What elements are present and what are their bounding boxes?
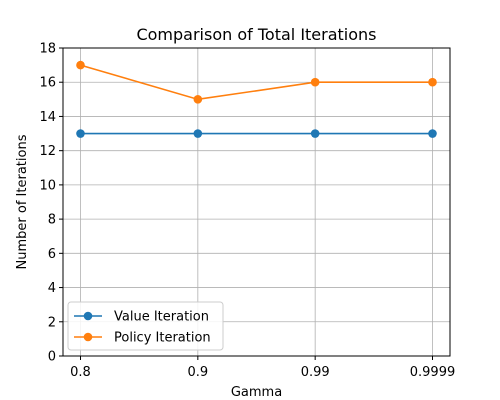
value-iteration-point — [76, 129, 85, 138]
x-axis-ticks: 0.8 0.9 0.99 0.9999 — [70, 356, 455, 380]
y-tick-label: 2 — [48, 315, 56, 330]
plot-frame — [62, 47, 451, 357]
value-iteration-point — [193, 129, 203, 138]
policy-iteration-point — [310, 77, 320, 87]
y-axis-label: Number of Iterations — [15, 134, 30, 269]
x-tick-label: 0.99 — [301, 365, 330, 380]
x-tick-label: 0.9999 — [410, 365, 456, 380]
y-tick-label: 6 — [48, 247, 56, 262]
series-group — [76, 60, 437, 138]
y-tick-label: 12 — [39, 144, 56, 159]
legend: Value Iteration Policy Iteration — [67, 301, 224, 351]
legend-box — [67, 301, 224, 351]
legend-value-iteration-marker — [83, 311, 93, 321]
y-tick-label: 8 — [48, 213, 56, 228]
y-tick-label: 18 — [39, 42, 56, 57]
y-tick-label: 10 — [39, 178, 56, 193]
y-tick-label: 14 — [39, 110, 56, 125]
chart-title: Comparison of Total Iterations — [136, 25, 376, 44]
policy-iteration-point — [428, 77, 437, 87]
y-tick-label: 16 — [39, 76, 56, 91]
x-axis-label: Gamma — [231, 385, 282, 400]
legend-policy-iteration-label: Policy Iteration — [114, 331, 211, 346]
policy-iteration-line — [80, 64, 433, 101]
legend-policy-iteration-marker — [83, 332, 93, 342]
value-iteration-point — [310, 129, 320, 138]
legend-value-iteration-label: Value Iteration — [114, 310, 209, 325]
value-iteration-point — [428, 129, 437, 138]
y-tick-label: 0 — [48, 350, 56, 365]
policy-iteration-point — [76, 60, 85, 70]
y-tick-label: 4 — [48, 281, 56, 296]
policy-iteration-point — [193, 95, 203, 104]
y-axis-ticks: 0 2 4 6 8 10 12 14 16 18 — [39, 42, 63, 365]
x-tick-label: 0.8 — [70, 365, 91, 380]
x-tick-label: 0.9 — [187, 365, 208, 380]
